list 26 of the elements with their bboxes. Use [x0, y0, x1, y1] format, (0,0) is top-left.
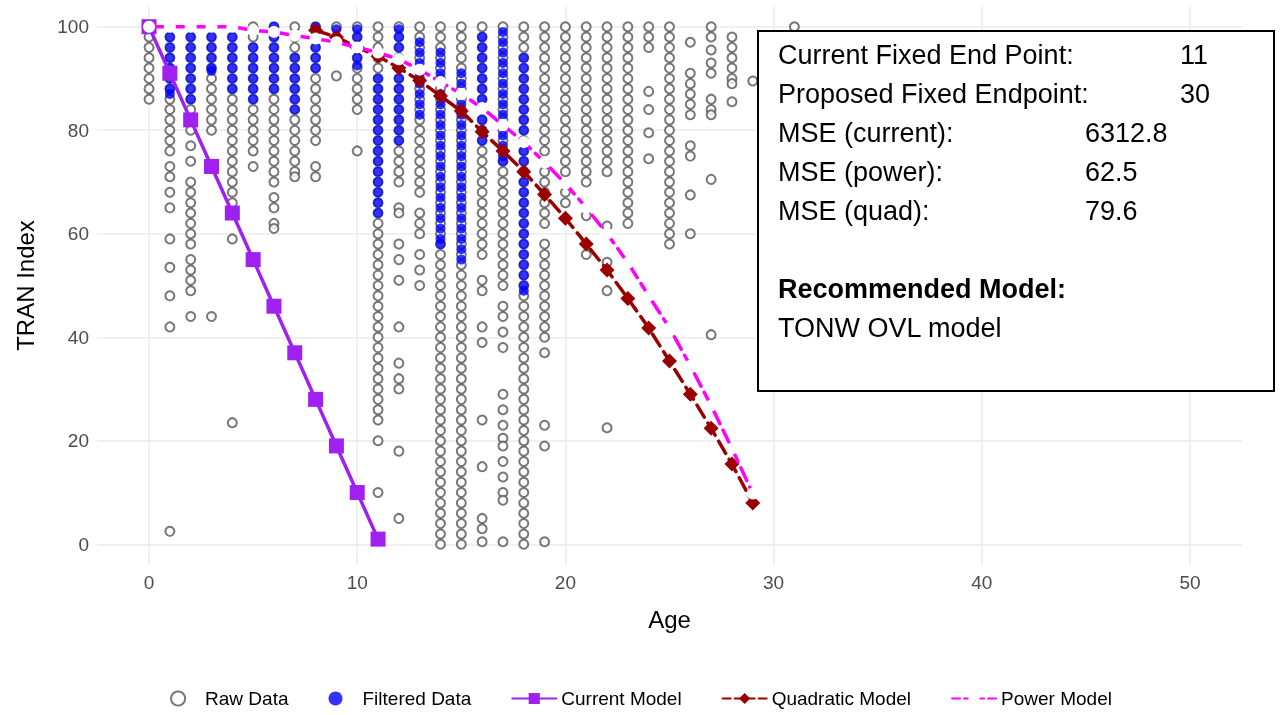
- y-tick-label: 0: [78, 533, 89, 555]
- y-tick-label: 80: [67, 119, 89, 141]
- legend-label: Filtered Data: [362, 688, 472, 709]
- legend-label: Current Model: [561, 688, 682, 709]
- text: MSE (power): 62.5: [778, 157, 1138, 187]
- y-tick-label: 40: [67, 326, 89, 348]
- x-tick-label: 40: [971, 572, 993, 593]
- x-tick-label: 20: [554, 572, 576, 593]
- text: Current Fixed End Point: 11: [778, 40, 1209, 70]
- legend-label: Quadratic Model: [771, 688, 912, 709]
- y-tick-label: 100: [57, 16, 89, 38]
- text: MSE (current): 6312.8: [778, 118, 1168, 148]
- y-tick-label: 60: [67, 223, 89, 245]
- x-axis-title: Age: [648, 605, 691, 633]
- annotation: TONW OVL model: [778, 312, 1003, 345]
- text: MSE (quad): 79.6: [778, 196, 1138, 226]
- y-tick-label: 20: [67, 430, 89, 452]
- annotation: Recommended Model:: [778, 273, 1068, 306]
- legend-label: Power Model: [1001, 688, 1112, 709]
- x-tick-label: 10: [346, 572, 368, 593]
- legend-label: Raw Data: [205, 688, 289, 709]
- y-axis-title: TRAN Index: [11, 220, 39, 351]
- x-tick-label: 0: [143, 572, 155, 593]
- x-tick-label: 50: [1179, 572, 1201, 593]
- text: Proposed Fixed Endpoint: 30: [778, 79, 1211, 109]
- x-tick-label: 30: [763, 572, 785, 593]
